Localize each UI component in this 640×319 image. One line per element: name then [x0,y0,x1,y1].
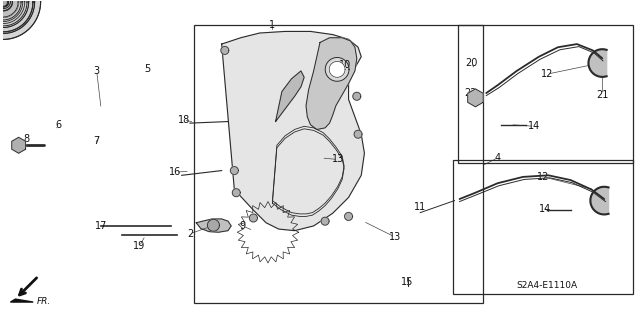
Text: 19: 19 [133,241,145,251]
Text: 12: 12 [541,69,554,79]
Text: 11: 11 [414,202,426,212]
Polygon shape [0,0,14,13]
Polygon shape [0,0,8,7]
Bar [458,25,633,163]
Polygon shape [0,0,11,10]
Polygon shape [0,0,7,6]
Polygon shape [232,189,240,197]
Polygon shape [196,219,231,232]
Polygon shape [0,0,8,6]
Text: 14: 14 [528,121,541,131]
Text: 16: 16 [169,167,182,177]
Polygon shape [0,0,8,7]
Text: 18: 18 [177,115,189,125]
Text: 20: 20 [465,58,477,68]
Text: 22: 22 [465,88,477,98]
Polygon shape [0,0,8,7]
Text: 14: 14 [539,204,551,213]
Text: 10: 10 [339,60,351,70]
Polygon shape [0,0,8,7]
Polygon shape [0,0,8,7]
Polygon shape [0,0,10,9]
Polygon shape [468,89,483,107]
Text: 8: 8 [24,134,30,144]
Polygon shape [329,62,345,77]
Text: 15: 15 [401,277,413,287]
Text: 5: 5 [144,64,150,74]
Polygon shape [0,0,8,7]
Polygon shape [0,0,6,5]
Polygon shape [0,0,40,40]
Polygon shape [306,38,356,130]
Polygon shape [0,0,12,11]
Polygon shape [0,0,7,6]
Text: 2: 2 [187,229,193,239]
Polygon shape [0,0,18,17]
Polygon shape [230,167,238,174]
Polygon shape [0,0,8,7]
Text: 6: 6 [56,120,61,130]
Polygon shape [0,0,10,9]
Text: 4: 4 [495,153,500,163]
Text: 3: 3 [93,66,100,76]
Polygon shape [207,219,220,231]
Polygon shape [0,0,9,8]
Polygon shape [0,0,8,7]
Polygon shape [0,0,10,9]
Polygon shape [10,299,33,302]
Text: 1: 1 [269,20,275,30]
Polygon shape [325,57,349,81]
Polygon shape [0,0,16,15]
Text: 7: 7 [93,136,100,145]
Polygon shape [0,0,8,7]
Polygon shape [0,0,8,7]
Text: 9: 9 [239,221,246,231]
Text: 12: 12 [537,172,550,182]
Polygon shape [353,92,361,100]
Polygon shape [0,0,12,11]
Text: 13: 13 [388,232,401,242]
Polygon shape [221,47,229,54]
Text: 17: 17 [95,221,108,231]
Polygon shape [0,0,11,10]
Polygon shape [0,0,16,15]
Polygon shape [276,71,304,122]
Polygon shape [12,137,26,153]
Polygon shape [0,0,33,32]
Polygon shape [354,130,362,138]
Polygon shape [321,217,329,225]
Text: 13: 13 [332,154,344,165]
Bar [195,25,483,303]
Polygon shape [250,214,257,222]
Polygon shape [589,49,607,77]
Polygon shape [344,212,353,220]
Polygon shape [591,187,609,214]
Text: FR.: FR. [37,297,51,306]
Bar [453,160,633,294]
Text: S2A4-E1110A: S2A4-E1110A [516,281,578,291]
Text: 21: 21 [596,90,609,100]
Polygon shape [221,32,364,231]
Polygon shape [0,0,8,7]
